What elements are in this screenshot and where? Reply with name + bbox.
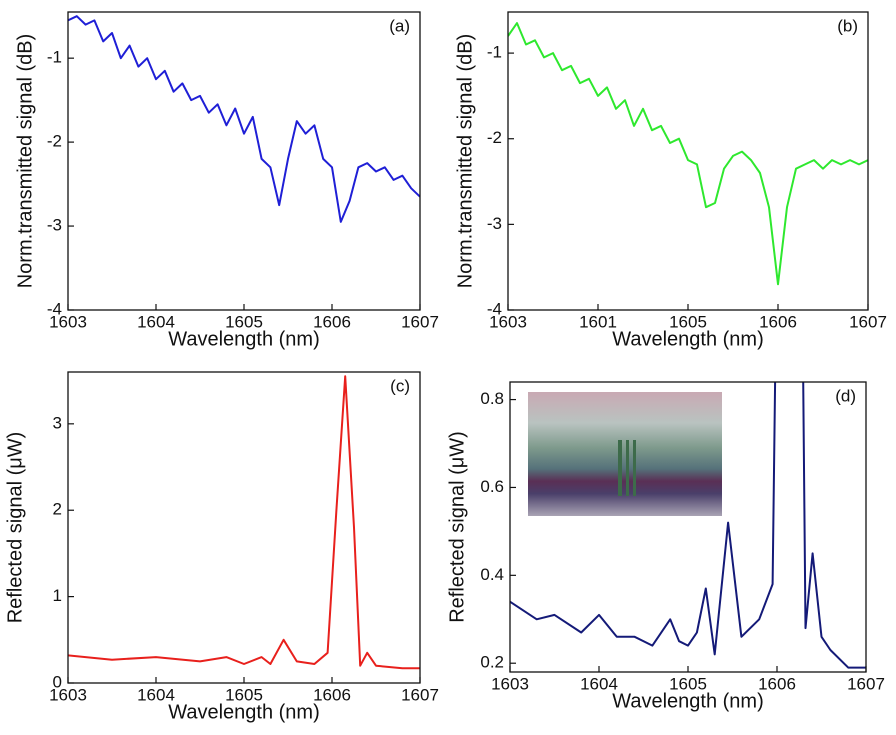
y-tick-label: 1 [53, 586, 62, 605]
inset-photo [528, 392, 722, 516]
plot-frame [67, 371, 421, 684]
x-tick-label: 1604 [137, 312, 175, 331]
y-tick-label: -3 [487, 214, 502, 233]
y-tick-label: 0.4 [480, 565, 504, 584]
x-tick-label: 1605 [225, 685, 263, 704]
y-tick-label: -2 [47, 132, 62, 151]
x-axis-label: Wavelength (nm) [612, 328, 764, 350]
y-tick-label: -3 [47, 216, 62, 235]
x-tick-label: 1605 [669, 312, 707, 331]
y-axis-label: Reflected signal (μW) [446, 431, 468, 623]
x-tick-label: 1606 [313, 312, 351, 331]
x-axis-label: Wavelength (nm) [168, 701, 320, 723]
y-axis-label: Reflected signal (μW) [4, 432, 26, 624]
y-tick-label: 0.6 [480, 477, 504, 496]
y-tick-label: 3 [53, 413, 62, 432]
x-tick-label: 1607 [849, 312, 887, 331]
x-tick-label: 1605 [669, 674, 707, 693]
x-tick-label: 1604 [580, 674, 618, 693]
x-axis-label: Wavelength (nm) [168, 328, 320, 350]
y-tick-label: -1 [47, 48, 62, 67]
x-tick-label: 1607 [401, 685, 439, 704]
x-tick-label: 1606 [759, 312, 797, 331]
panel-label: (d) [835, 386, 856, 405]
y-tick-label: -1 [487, 43, 502, 62]
panel-label: (a) [389, 16, 410, 35]
y-tick-label: -2 [487, 128, 502, 147]
y-tick-label: -4 [47, 299, 62, 318]
y-tick-label: -4 [487, 299, 502, 318]
x-tick-label: 1603 [49, 685, 87, 704]
y-tick-label: 0.2 [480, 653, 504, 672]
x-tick-label: 1607 [847, 674, 885, 693]
data-line [68, 15, 420, 223]
y-axis-label: Norm.transmitted signal (dB) [454, 34, 476, 289]
x-tick-label: 1605 [225, 312, 263, 331]
data-line [68, 375, 420, 670]
x-tick-label: 1603 [491, 674, 529, 693]
data-line [508, 22, 868, 286]
x-tick-label: 1606 [313, 685, 351, 704]
x-tick-label: 1607 [401, 312, 439, 331]
x-tick-label: 1604 [137, 685, 175, 704]
x-axis-label: Wavelength (nm) [612, 690, 764, 712]
x-tick-label: 1601 [579, 312, 617, 331]
panel-label: (b) [837, 16, 858, 35]
panel-label: (c) [390, 376, 410, 395]
y-tick-label: 0 [53, 672, 62, 691]
y-tick-label: 2 [53, 500, 62, 519]
y-axis-label: Norm.transmitted signal (dB) [14, 34, 36, 289]
data-line [510, 382, 866, 669]
x-tick-label: 1603 [49, 312, 87, 331]
x-tick-label: 1606 [758, 674, 796, 693]
x-tick-label: 1603 [489, 312, 527, 331]
y-tick-label: 0.8 [480, 389, 504, 408]
